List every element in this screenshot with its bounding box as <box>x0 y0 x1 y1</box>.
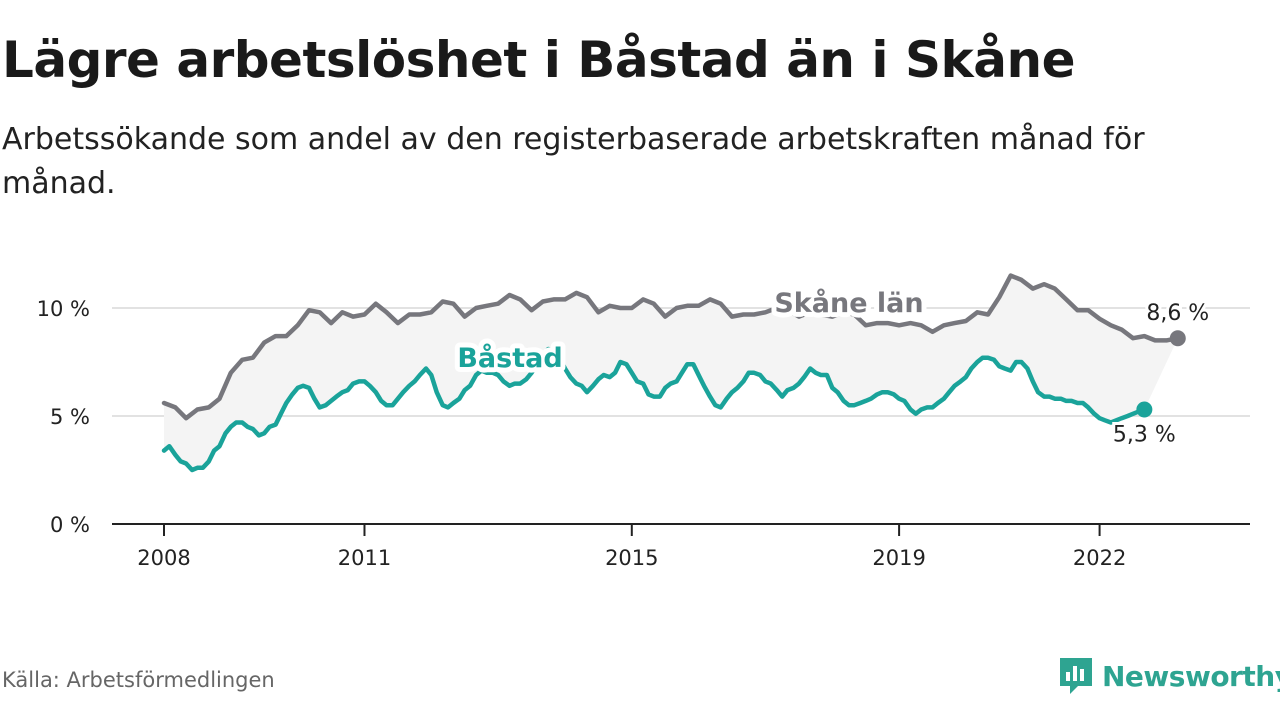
x-tick-label: 2019 <box>872 546 925 570</box>
series-band <box>164 275 1178 470</box>
brand[interactable]: Newsworthy <box>1058 654 1280 698</box>
end-value-label-skane-lan: 8,6 % <box>1146 301 1209 326</box>
end-value-label-bastad: 5,3 % <box>1113 423 1176 448</box>
source-note: Källa: Arbetsförmedlingen <box>2 668 275 692</box>
y-tick-label: 0 % <box>50 513 90 537</box>
x-tick-label: 2015 <box>605 546 658 570</box>
newsworthy-logo-icon <box>1060 658 1092 694</box>
chart-title: Lägre arbetslöshet i Båstad än i Skåne <box>2 31 1076 89</box>
x-tick-label: 2022 <box>1073 546 1126 570</box>
x-tick-label: 2008 <box>137 546 190 570</box>
series-line-bastad <box>161 346 1147 473</box>
series-end-point-skane-lan <box>1169 330 1186 347</box>
y-tick-label: 5 % <box>50 405 90 429</box>
brand-name: Newsworthy <box>1102 659 1280 693</box>
y-tick-label: 10 % <box>37 297 90 321</box>
series-line-skane-lan <box>161 273 1181 421</box>
chart-subtitle: Arbetssökande som andel av den registerb… <box>2 122 1145 201</box>
series-end-point-bastad <box>1136 401 1153 418</box>
x-tick-label: 2011 <box>338 546 391 570</box>
series-label-skane-lan: Skåne län <box>774 287 923 319</box>
series-label-bastad: Båstad <box>457 342 562 374</box>
line-chart: 0 % 5 % 10 % 2008 2011 2015 2019 2022 Skåne län B… <box>37 273 1250 570</box>
